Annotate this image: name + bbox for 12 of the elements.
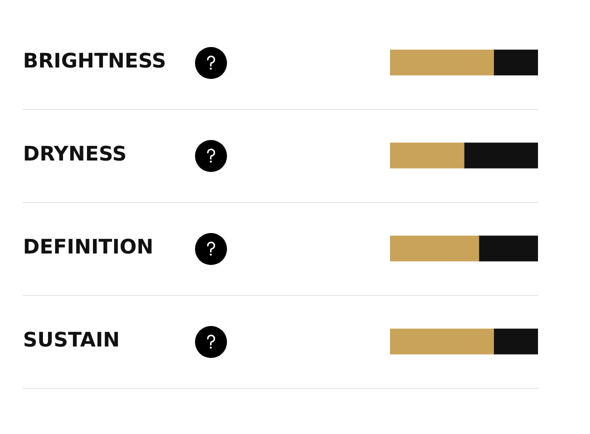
bar [390,142,464,168]
y-tick-label: BRIGHTNESS [23,48,166,73]
bar [390,236,480,262]
y-tick-label: DRYNESS [23,142,127,166]
bar [493,50,538,76]
bar [464,142,538,168]
bar [493,328,538,354]
y-tick-label: SUSTAIN [23,328,120,352]
bar [390,328,494,354]
bar [390,50,494,76]
bar [478,236,538,262]
y-tick-label: DEFINITION [23,234,154,259]
